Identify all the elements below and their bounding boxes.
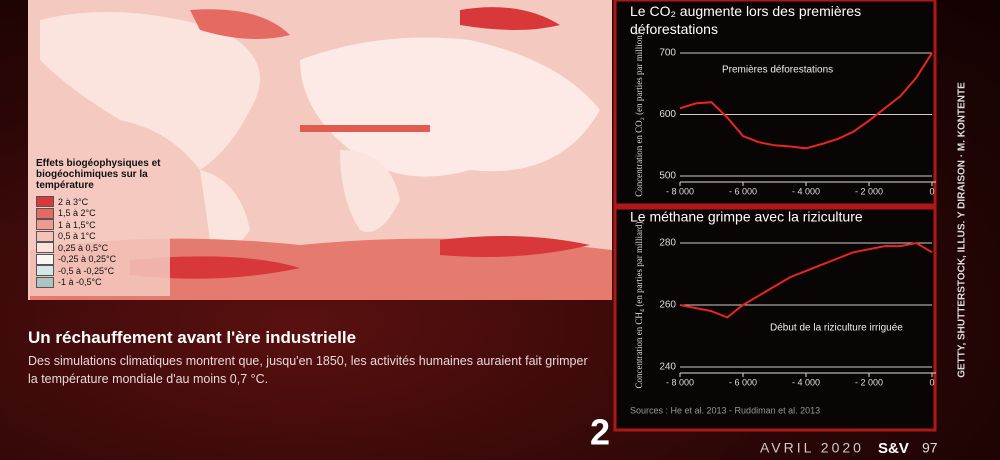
y-axis-label: Concentration en CH₄ (en parties par mil… — [634, 221, 644, 388]
x-tick-label: - 4 000 — [792, 186, 820, 196]
chart-title-line: déforestations — [630, 21, 718, 37]
chart-title: Le CO₂ augmente lors des premières défore… — [630, 3, 861, 37]
caption-text: Des simulations climatiques montrent que… — [28, 354, 588, 386]
legend-label: 0,5 à 1°C — [58, 231, 96, 242]
legend-item: -1 à -0,5°C — [36, 276, 116, 289]
y-tick-label: 700 — [659, 48, 676, 59]
legend-label: -1 à -0,5°C — [58, 277, 102, 288]
y-tick-label: 600 — [659, 109, 676, 120]
legend-label: 2 à 3°C — [58, 196, 89, 207]
legend-item: -0,25 à 0,25°C — [36, 253, 117, 266]
annotation: Premières déforestations — [722, 65, 833, 76]
legend-swatch — [36, 253, 54, 265]
legend-swatch — [36, 196, 54, 208]
y-tick-label: 260 — [659, 300, 676, 311]
y-tick-label: 500 — [659, 171, 676, 182]
legend-label: 0,25 à 0,5°C — [58, 242, 109, 253]
chart-panel — [613, 0, 937, 207]
legend-label: 1,5 à 2°C — [58, 208, 96, 219]
handwritten-note: 2 — [590, 412, 610, 453]
legend-label: -0,25 à 0,25°C — [58, 254, 117, 265]
y-axis-label: Concentration en CO₂ (en parties par mil… — [634, 32, 644, 197]
legend-label: -0,5 à -0,25°C — [58, 265, 115, 276]
legend-title: Effets biogéophysiques et biogéochimique… — [36, 158, 161, 191]
x-tick-label: 0 — [929, 377, 934, 387]
data-line — [679, 241, 933, 319]
legend-item: 0,25 à 0,5°C — [36, 242, 116, 254]
credits: GETTY, SHUTTERSTOCK, ILLUS. Y DIRAISON ·… — [957, 82, 968, 378]
x-tick-label: 0 — [929, 186, 934, 196]
y-tick-label: 240 — [659, 362, 676, 373]
sources: Sources : He et al. 2013 - Ruddiman et a… — [630, 405, 820, 415]
footer-brand: S&V — [878, 440, 909, 457]
legend-swatch — [36, 219, 54, 231]
legend-item: 1 à 1,5°C — [36, 219, 116, 231]
legend-swatch — [36, 242, 54, 254]
legend-label: 1 à 1,5°C — [58, 219, 96, 230]
x-tick-label: - 4 000 — [792, 377, 820, 387]
legend-swatch — [36, 230, 54, 242]
footer-date: AVRIL 2020 — [760, 440, 864, 456]
chart-title-line: Le CO₂ augmente lors des premières — [630, 3, 861, 19]
x-tick-label: - 6 000 — [729, 186, 757, 196]
footer-page: 97 — [922, 440, 938, 456]
x-tick-label: - 8 000 — [666, 186, 694, 196]
legend: 2 à 3°C 1,5 à 2°C 1 à 1,5°C 0,5 à 1°C 0,25 à… — [36, 196, 116, 288]
caption-title: Un réchauffement avant l'ère industriell… — [28, 328, 357, 347]
x-tick-label: - 6 000 — [729, 377, 757, 387]
legend-item: 2 à 3°C — [36, 196, 116, 208]
chart-title: Le méthane grimpe avec la riziculture — [630, 209, 863, 225]
annotation: Début de la riziculture irriguée — [770, 323, 903, 334]
legend-item: 1,5 à 2°C — [36, 207, 116, 220]
x-tick-label: - 2 000 — [855, 186, 883, 196]
data-line — [679, 52, 933, 150]
legend-item: -0,5 à -0,25°C — [36, 265, 116, 277]
y-tick-label: 280 — [659, 238, 676, 249]
chart-panel — [613, 206, 937, 432]
x-tick-label: - 8 000 — [666, 377, 694, 387]
legend-swatch — [36, 276, 54, 288]
legend-swatch — [36, 265, 54, 277]
x-tick-label: - 2 000 — [855, 377, 883, 387]
legend-swatch — [36, 207, 54, 219]
legend-item: 0,5 à 1°C — [36, 230, 116, 243]
